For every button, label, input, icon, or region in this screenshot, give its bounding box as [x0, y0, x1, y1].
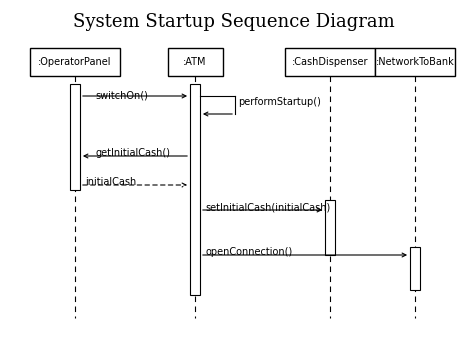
Bar	[70, 84, 80, 190]
Text: :OperatorPanel: :OperatorPanel	[38, 57, 112, 67]
Text: setInitialCash(initialCash): setInitialCash(initialCash)	[205, 202, 330, 212]
Text: initialCash: initialCash	[85, 177, 136, 187]
Bar	[190, 84, 200, 295]
Text: performStartup(): performStartup()	[238, 97, 321, 107]
Text: :NetworkToBank: :NetworkToBank	[376, 57, 454, 67]
Text: :ATM: :ATM	[183, 57, 207, 67]
Bar	[375, 48, 455, 76]
Text: switchOn(): switchOn()	[95, 90, 148, 100]
Bar	[168, 48, 222, 76]
Text: getInitialCash(): getInitialCash()	[95, 148, 170, 158]
Bar	[30, 48, 120, 76]
Bar	[325, 200, 335, 255]
Text: System Startup Sequence Diagram: System Startup Sequence Diagram	[73, 13, 395, 31]
Text: openConnection(): openConnection()	[205, 247, 292, 257]
Bar	[410, 247, 420, 290]
Text: :CashDispenser: :CashDispenser	[292, 57, 368, 67]
Bar	[285, 48, 375, 76]
